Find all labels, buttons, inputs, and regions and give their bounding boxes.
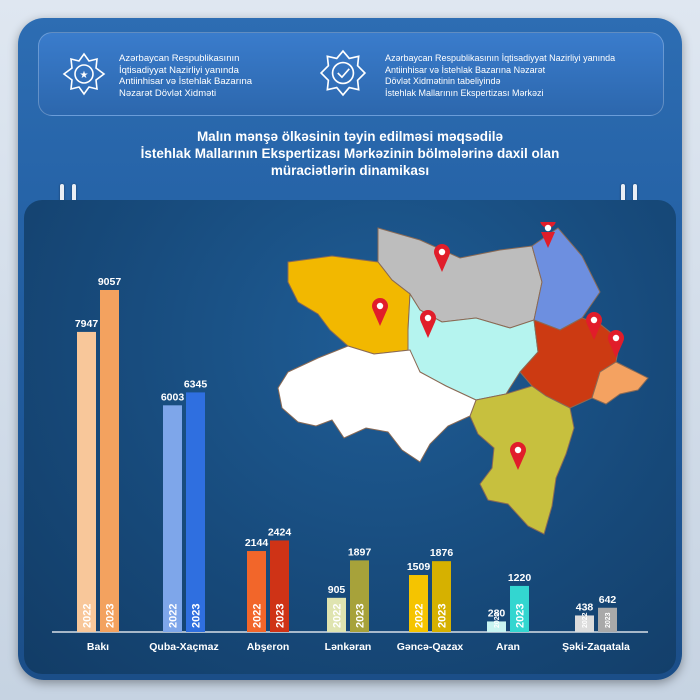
data-label: 905	[328, 584, 346, 596]
map-pin-icon	[608, 330, 624, 358]
map-pin-icon	[510, 442, 526, 470]
data-label: 438	[576, 601, 594, 613]
bar-2023	[186, 392, 205, 632]
data-label: 2144	[245, 537, 269, 549]
data-label: 6345	[184, 378, 208, 390]
header-right-text: Azərbaycan Respublikasının İqtisadiyyat …	[385, 53, 616, 98]
bar-2022	[247, 551, 266, 632]
category-label: Gəncə-Qazax	[397, 641, 464, 653]
series-label-in-bar: 2023	[354, 604, 366, 628]
svg-text:★: ★	[80, 70, 89, 81]
map-pin-icon	[434, 244, 450, 272]
series-label-in-bar: 2023	[104, 604, 116, 628]
series-label-in-bar: 2022	[81, 604, 93, 628]
data-label: 1509	[407, 561, 431, 573]
bar-2023	[432, 561, 451, 632]
data-label: 1220	[508, 572, 532, 584]
series-label-in-bar: 2023	[605, 612, 612, 628]
series-label-in-bar: 2022	[582, 612, 589, 628]
category-label: Abşeron	[247, 641, 290, 653]
series-label-in-bar: 2022	[413, 604, 425, 628]
series-label-in-bar: 2022	[331, 604, 343, 628]
bar-2023	[510, 585, 529, 632]
data-label: 9057	[98, 276, 122, 288]
bar-2023	[270, 540, 289, 632]
chart-title: Malın mənşə ölkəsinin təyin edilməsi məq…	[110, 128, 590, 179]
bar-2022	[327, 597, 346, 632]
data-label: 642	[599, 594, 617, 606]
bar-2022	[409, 575, 428, 632]
map-pin-icon	[586, 312, 602, 340]
series-label-in-bar: 2023	[436, 604, 448, 628]
series-label-in-bar: 2022	[251, 604, 263, 628]
bar-2023	[100, 290, 119, 632]
binder-pin	[621, 184, 625, 210]
region-map	[277, 222, 649, 535]
map-region-absheron	[519, 317, 621, 409]
series-label-in-bar: 2023	[274, 604, 286, 628]
bar-2022	[77, 331, 96, 632]
bar-2023	[350, 560, 369, 632]
category-label: Lənkəran	[325, 641, 372, 653]
map-pin-icon	[540, 222, 556, 248]
binder-pin	[72, 184, 76, 210]
title-line: Malın mənşə ölkəsinin təyin edilməsi məq…	[196, 129, 504, 144]
binder-pin	[633, 184, 637, 210]
title-line: müraciətlərin dinamikası	[270, 163, 430, 178]
map-region-baki	[591, 361, 649, 405]
map-pin-icon	[420, 310, 436, 338]
state-service-emblem-icon: ★	[62, 52, 106, 96]
category-label: Bakı	[87, 641, 109, 653]
map-region-west-white	[277, 345, 477, 463]
header-left-text: Azərbaycan Respublikasının İqtisadiyyat …	[119, 53, 253, 99]
header-banner: ★ Azərbaycan Respublikasının İqtisadiyya…	[38, 32, 664, 116]
category-label: Quba-Xaçmaz	[149, 641, 218, 653]
data-label: 1897	[348, 546, 372, 558]
series-label-in-bar: 2023	[514, 604, 526, 628]
data-label: 1876	[430, 547, 454, 559]
category-label: Aran	[496, 641, 520, 653]
bar-2022	[487, 621, 506, 632]
bar-2023	[598, 607, 617, 632]
bar-2022	[163, 405, 182, 632]
series-label-in-bar: 2022	[167, 604, 179, 628]
expertise-center-emblem-icon	[319, 49, 367, 97]
data-label: 280	[488, 607, 506, 619]
category-label: Şəki-Zaqatala	[562, 641, 630, 653]
map-pin-icon	[372, 298, 388, 326]
bar-2022	[575, 615, 594, 632]
title-line: İstehlak Mallarının Ekspertizası Mərkəzi…	[140, 146, 560, 161]
series-label-in-bar: 2023	[190, 604, 202, 628]
data-label: 6003	[161, 391, 185, 403]
binder-pin	[60, 184, 64, 210]
data-label: 7947	[75, 318, 99, 330]
data-label: 2424	[268, 526, 292, 538]
series-label-in-bar: 2022	[494, 612, 501, 628]
